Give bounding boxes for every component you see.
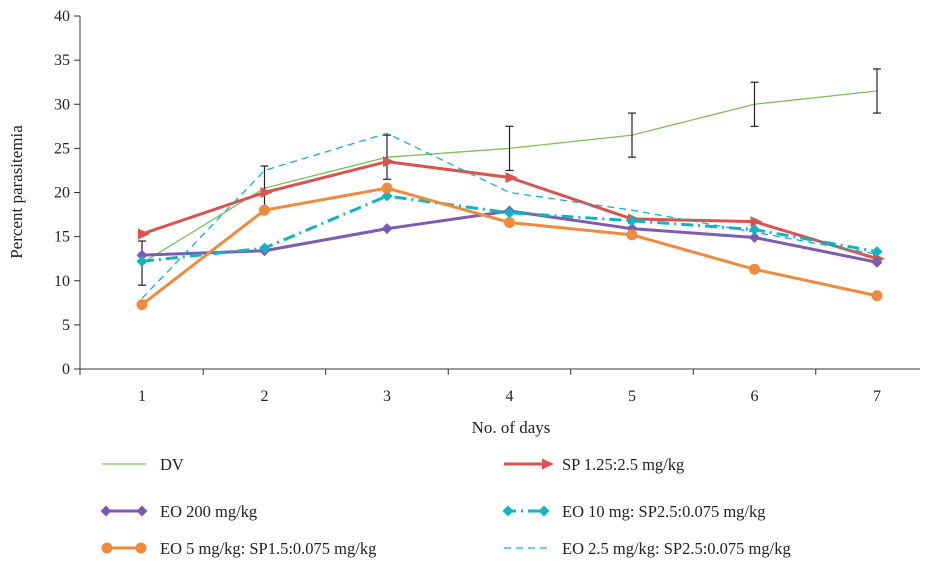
legend-marker (100, 505, 112, 517)
data-point (136, 249, 148, 261)
y-tick-label: 25 (54, 140, 70, 157)
y-axis-title: Percent parasitemia (7, 125, 26, 259)
series-5 (141, 132, 878, 299)
legend-marker (101, 542, 113, 554)
data-point (626, 215, 638, 227)
data-point (505, 171, 518, 183)
legend-item: DV (102, 455, 184, 474)
x-tick-label: 6 (751, 388, 759, 405)
data-point (504, 207, 515, 219)
legend-marker (135, 542, 147, 554)
data-point (381, 190, 393, 202)
data-point (381, 223, 393, 235)
data-point (749, 263, 760, 275)
axes (79, 16, 920, 370)
y-tick-label: 20 (54, 185, 70, 202)
y-tick-label: 30 (54, 96, 70, 113)
x-tick-label: 3 (383, 388, 391, 405)
y-tick-label: 35 (54, 52, 70, 69)
data-point (138, 228, 150, 240)
legend-label: EO 200 mg/kg (160, 502, 257, 521)
y-tick-label: 15 (54, 229, 70, 246)
data-point (383, 156, 395, 168)
data-point (871, 290, 883, 302)
legend-marker (542, 458, 554, 470)
y-ticks: 0 5 10 15 20 25 30 35 40 (54, 8, 80, 378)
data-point (259, 204, 270, 216)
data-point (749, 232, 760, 244)
x-axis-title: No. of days (472, 418, 551, 437)
x-tick-label: 7 (873, 388, 881, 405)
legend-marker (538, 505, 550, 517)
series-layer (136, 68, 885, 311)
x-ticks: 1 2 3 4 5 6 7 (79, 369, 881, 405)
data-point (136, 299, 148, 311)
data-point (136, 255, 148, 267)
legend-label: DV (160, 455, 184, 474)
data-point (626, 229, 638, 241)
data-point (750, 216, 763, 228)
legend-label: SP 1.25:2.5 mg/kg (562, 455, 684, 474)
legend: DV SP 1.25:2.5 mg/kg EO 200 mg/kg EO 10 mg:… (100, 455, 791, 558)
legend-item: SP 1.25:2.5 mg/kg (504, 455, 684, 474)
y-tick-label: 5 (62, 317, 70, 334)
series-4 (136, 182, 883, 311)
x-tick-label: 2 (261, 388, 269, 405)
data-point (871, 246, 883, 258)
data-point (871, 256, 883, 268)
legend-item: EO 200 mg/kg (100, 502, 257, 521)
legend-marker (136, 505, 148, 517)
y-tick-label: 10 (54, 273, 70, 290)
x-tick-label: 1 (138, 388, 146, 405)
data-point (504, 217, 515, 229)
x-tick-label: 5 (628, 388, 636, 405)
data-point (260, 187, 273, 198)
legend-label: EO 10 mg: SP2.5:0.075 mg/kg (562, 502, 766, 521)
x-tick-label: 4 (506, 388, 514, 405)
legend-label: EO 2.5 mg/kg: SP2.5:0.075 mg/kg (562, 539, 791, 558)
legend-item: EO 5 mg/kg: SP1.5:0.075 mg/kg (101, 539, 376, 558)
legend-item: EO 2.5 mg/kg: SP2.5:0.075 mg/kg (504, 539, 791, 558)
y-tick-label: 40 (54, 8, 70, 25)
series-3 (136, 190, 883, 267)
legend-label: EO 5 mg/kg: SP1.5:0.075 mg/kg (160, 539, 376, 558)
series-line (141, 132, 878, 299)
data-point (381, 182, 393, 194)
y-tick-label: 0 (62, 361, 70, 378)
legend-item: EO 10 mg: SP2.5:0.075 mg/kg (502, 502, 766, 521)
data-point (259, 242, 270, 254)
legend-marker (502, 505, 514, 517)
